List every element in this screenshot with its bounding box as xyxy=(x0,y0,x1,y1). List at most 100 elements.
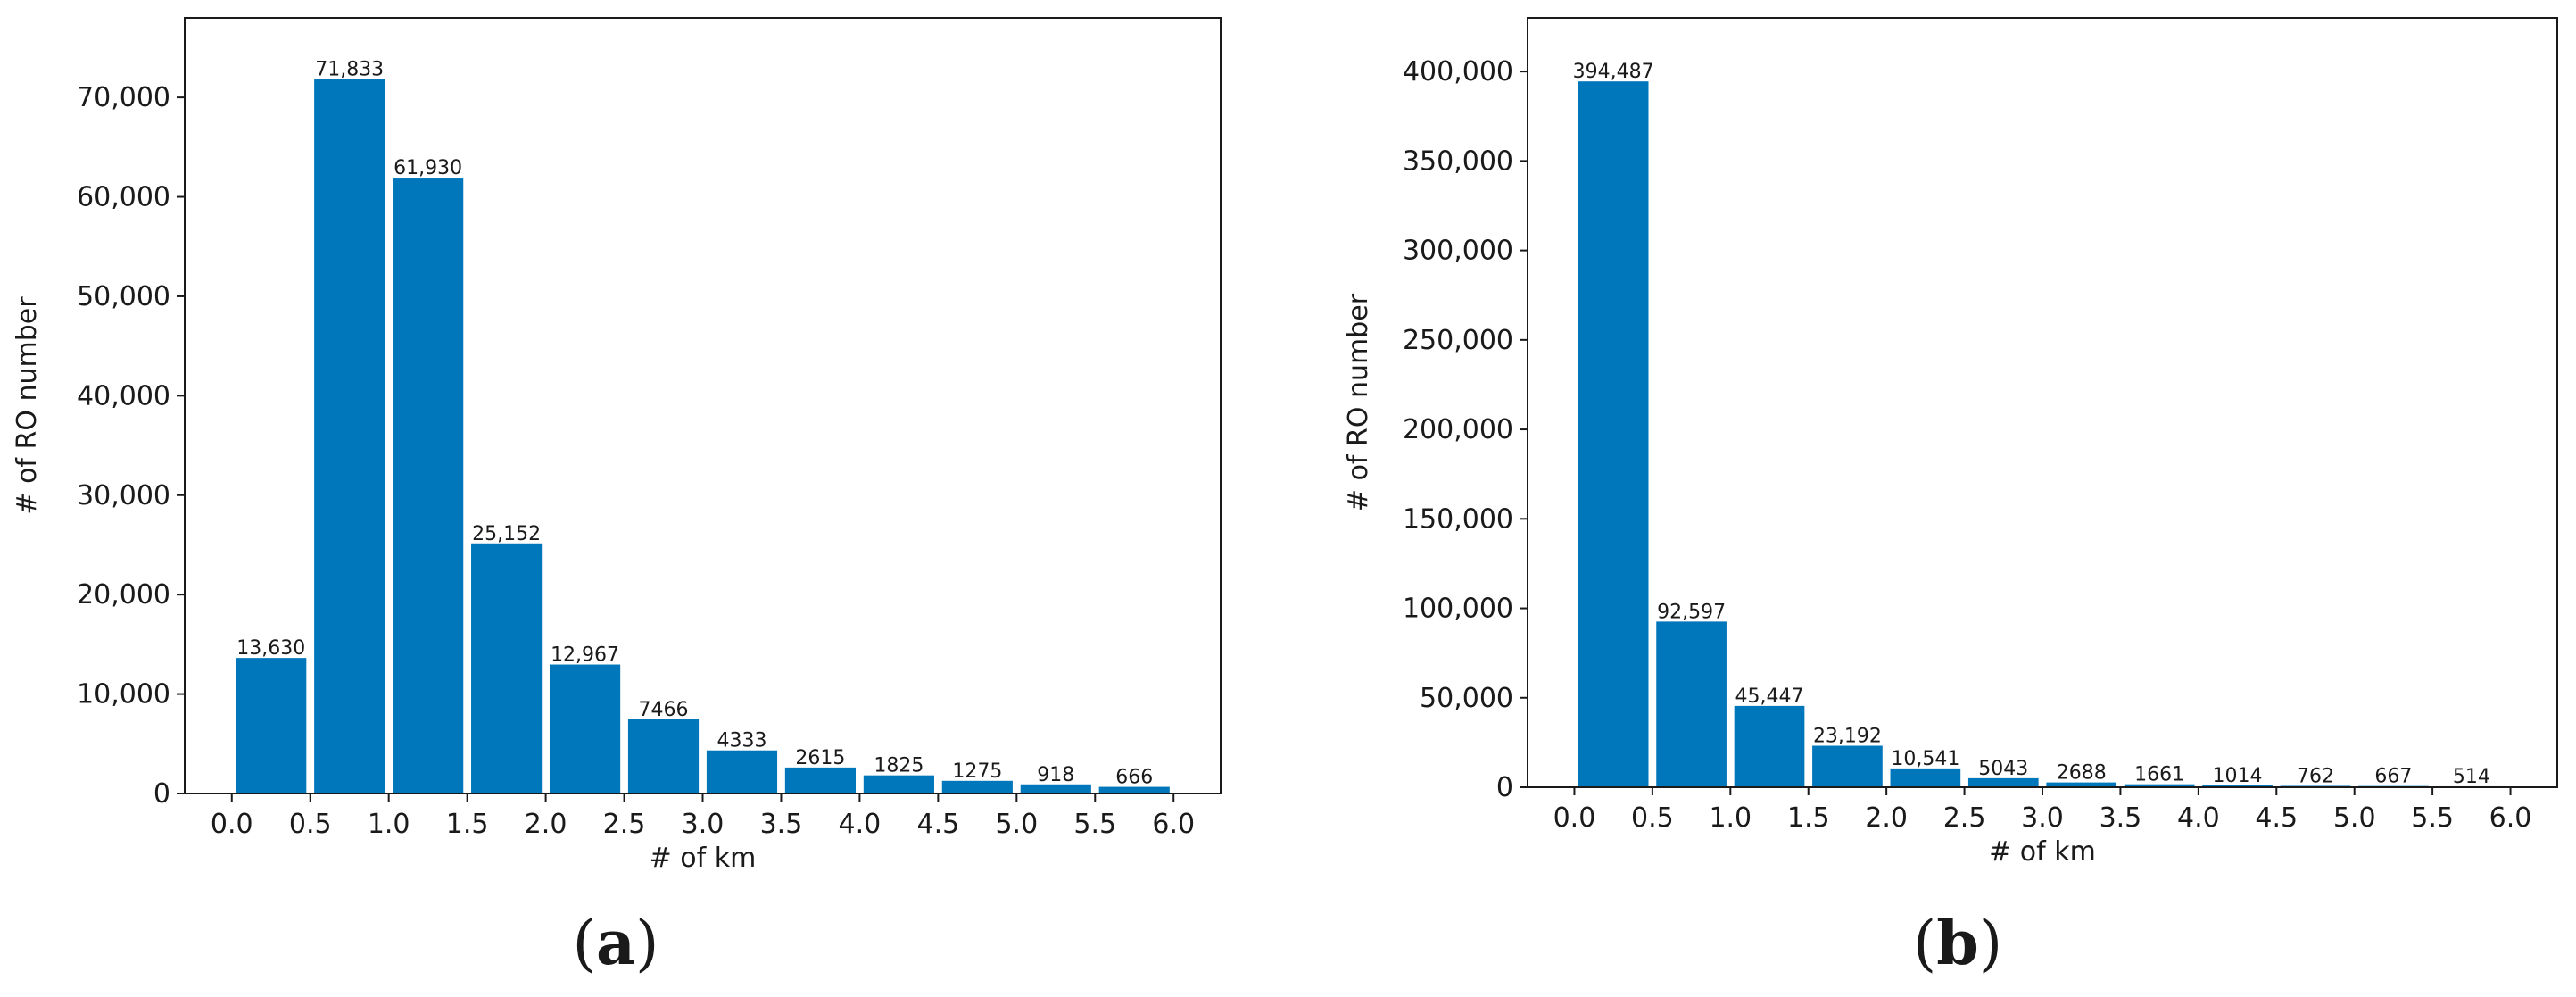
x-tick-label: 0.5 xyxy=(289,809,332,840)
bar xyxy=(314,79,385,793)
chart-panel-b: 394,487 92,597 45,447 23,192 10,541 5043 2688 1… xyxy=(1343,17,2558,979)
bar-value-label: 1014 xyxy=(2213,765,2263,787)
y-tick-label: 10,000 xyxy=(77,679,170,710)
bar-value-label: 25,152 xyxy=(472,523,541,545)
bar xyxy=(863,775,934,793)
y-axis: 0 10,000 20,000 30,000 40,000 50,000 60,000 70,… xyxy=(77,82,185,810)
panel-label-letter: b xyxy=(1936,908,1979,979)
bar xyxy=(236,658,307,793)
bar xyxy=(1578,81,1649,787)
x-tick-label: 0.0 xyxy=(1553,802,1596,834)
panel-label: (a) xyxy=(572,908,658,979)
bar-value-label: 514 xyxy=(2453,766,2490,788)
panel-label: (b) xyxy=(1913,908,2003,979)
bar-value-label: 666 xyxy=(1115,767,1153,789)
x-tick-label: 1.0 xyxy=(1709,802,1752,834)
bar xyxy=(1734,705,1805,787)
x-tick-label: 2.5 xyxy=(603,809,646,840)
y-tick-label: 150,000 xyxy=(1403,503,1513,535)
y-tick-label: 0 xyxy=(1496,772,1513,803)
bar xyxy=(393,178,464,794)
y-tick-label: 350,000 xyxy=(1403,145,1513,177)
y-tick-label: 40,000 xyxy=(77,380,170,411)
y-tick-label: 400,000 xyxy=(1403,56,1513,87)
x-axis-label: # of km xyxy=(1989,836,2096,868)
y-axis-label: # of RO number xyxy=(1343,293,1374,511)
bar xyxy=(1812,745,1883,787)
y-tick-label: 30,000 xyxy=(77,480,170,511)
bar-value-label: 61,930 xyxy=(393,157,462,179)
bar xyxy=(706,750,778,793)
x-tick-label: 6.0 xyxy=(2489,802,2532,834)
x-axis-label: # of km xyxy=(650,843,757,874)
x-tick-label: 4.0 xyxy=(839,809,882,840)
bar-value-label: 71,833 xyxy=(315,59,384,81)
panel-label-open: ( xyxy=(572,909,596,979)
bar xyxy=(627,719,700,793)
y-tick-label: 300,000 xyxy=(1403,236,1513,267)
bar-value-label: 13,630 xyxy=(236,637,305,660)
bar-value-label: 23,192 xyxy=(1813,726,1882,748)
panel-label-close: ) xyxy=(1979,909,2003,979)
y-tick-label: 0 xyxy=(153,778,170,810)
panel-label-close: ) xyxy=(635,909,659,979)
y-tick-label: 50,000 xyxy=(1420,683,1513,714)
bar-value-label: 394,487 xyxy=(1573,61,1654,83)
bar-value-label: 667 xyxy=(2374,766,2412,788)
bar-value-label: 918 xyxy=(1037,764,1074,786)
bar xyxy=(2202,785,2273,787)
x-tick-label: 3.0 xyxy=(682,809,725,840)
bar-value-label: 45,447 xyxy=(1735,685,1804,708)
panel-label-open: ( xyxy=(1913,909,1937,979)
x-tick-label: 0.5 xyxy=(1631,802,1674,834)
x-tick-label: 2.5 xyxy=(1943,802,1986,834)
x-tick-label: 5.0 xyxy=(995,809,1038,840)
bar xyxy=(941,780,1013,793)
bar-value-label: 4333 xyxy=(716,730,766,752)
bar-value-label: 762 xyxy=(2297,765,2334,787)
y-tick-label: 200,000 xyxy=(1403,414,1513,445)
bar xyxy=(2124,784,2195,787)
bar xyxy=(2046,782,2117,787)
y-tick-label: 50,000 xyxy=(77,281,170,312)
y-tick-label: 60,000 xyxy=(77,182,170,213)
chart-panel-a: 13,630 71,833 61,930 25,152 12,967 7466 4333 26… xyxy=(12,17,1222,979)
x-tick-label: 3.5 xyxy=(760,809,803,840)
x-tick-label: 4.5 xyxy=(917,809,960,840)
x-tick-label: 2.0 xyxy=(525,809,567,840)
x-tick-label: 5.0 xyxy=(2333,802,2376,834)
y-axis-label: # of RO number xyxy=(12,296,43,515)
bar xyxy=(1890,768,1961,787)
x-tick-label: 4.0 xyxy=(2177,802,2220,834)
bar-value-label: 12,967 xyxy=(551,644,619,667)
bar xyxy=(1656,621,1727,787)
x-tick-label: 1.5 xyxy=(446,809,489,840)
bar-value-label: 92,597 xyxy=(1657,601,1726,623)
x-tick-label: 5.5 xyxy=(2411,802,2454,834)
y-tick-label: 100,000 xyxy=(1403,594,1513,625)
bar xyxy=(1020,784,1091,793)
bars: 394,487 92,597 45,447 23,192 10,541 5043 2688 1… xyxy=(1573,61,2507,788)
bar-value-label: 1825 xyxy=(874,755,924,777)
bar xyxy=(1967,777,2039,787)
x-tick-label: 0.0 xyxy=(211,809,253,840)
panel-label-letter: a xyxy=(596,908,635,979)
y-tick-label: 250,000 xyxy=(1403,325,1513,356)
bar xyxy=(471,543,543,793)
bar-value-label: 2688 xyxy=(2057,762,2107,785)
x-tick-label: 4.5 xyxy=(2255,802,2298,834)
bar-value-label: 1275 xyxy=(952,760,1002,783)
bars: 13,630 71,833 61,930 25,152 12,967 7466 4333 26… xyxy=(236,59,1170,794)
x-tick-label: 2.0 xyxy=(1865,802,1908,834)
bar-value-label: 1661 xyxy=(2134,764,2184,786)
bar-value-label: 7466 xyxy=(639,699,689,721)
bar-value-label: 10,541 xyxy=(1891,748,1959,770)
y-axis: 0 50,000 100,000 150,000 200,000 250,000 300,0… xyxy=(1403,56,1528,803)
bar xyxy=(1098,786,1170,793)
y-tick-label: 70,000 xyxy=(77,82,170,113)
x-tick-label: 6.0 xyxy=(1152,809,1195,840)
bar xyxy=(549,664,621,793)
x-tick-label: 3.0 xyxy=(2021,802,2064,834)
x-tick-label: 1.5 xyxy=(1787,802,1830,834)
x-axis: 0.0 0.5 1.0 1.5 2.0 2.5 3.0 3.5 4.0 4.5 5.0 5.5 6.0 xyxy=(211,793,1195,840)
